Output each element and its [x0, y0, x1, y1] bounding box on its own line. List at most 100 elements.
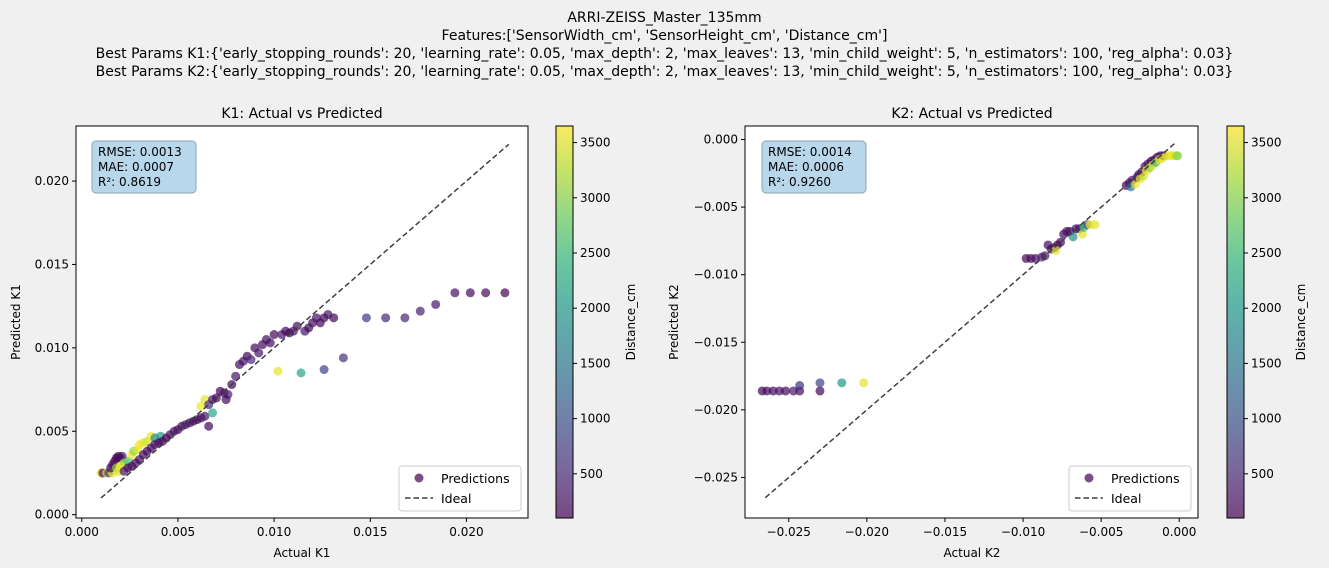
k2-colorbar-tick-label: 3000 — [1251, 191, 1282, 205]
k2-x-tick-label: −0.010 — [1001, 525, 1045, 539]
k2-data-point — [1051, 245, 1061, 255]
k1-colorbar-gradient — [555, 125, 574, 519]
k1-scatter-panel: K1: Actual vs Predicted 0.000 0.005 0.010 0… — [9, 106, 638, 560]
k2-data-point — [762, 386, 772, 396]
k2-rmse-text: RMSE: 0.0014 — [768, 145, 852, 159]
k1-colorbar-tick-label: 500 — [580, 467, 603, 481]
k2-colorbar-tick-label: 3500 — [1251, 136, 1282, 150]
k2-data-point — [1090, 220, 1100, 230]
k2-data-point — [837, 378, 847, 388]
k1-data-point — [208, 408, 218, 418]
k1-colorbar-tick-label: 1500 — [580, 356, 611, 370]
k1-stats-box: RMSE: 0.0013 MAE: 0.0007 R²: 0.8619 — [91, 140, 197, 194]
k1-mae-text: MAE: 0.0007 — [98, 160, 174, 174]
k1-colorbar-tick-label: 2500 — [580, 246, 611, 260]
k2-data-point — [788, 386, 798, 396]
k2-legend: Predictions Ideal — [1068, 465, 1192, 512]
k1-data-point — [338, 353, 348, 363]
k1-x-tick-label: 0.015 — [353, 525, 387, 539]
k2-colorbar-gradient — [1226, 125, 1245, 519]
k2-x-tick-label: −0.020 — [845, 525, 889, 539]
figure-title: ARRI-ZEISS_Master_135mm Features:['Senso… — [96, 10, 1234, 80]
k1-data-point — [415, 306, 425, 316]
k2-colorbar-ticks: 500 1000 1500 2000 2500 3000 3500 — [1244, 136, 1282, 481]
k2-colorbar-tick-label: 2000 — [1251, 301, 1282, 315]
k1-data-point — [254, 348, 264, 358]
k2-colorbar-tick-label: 1500 — [1251, 356, 1282, 370]
k2-x-tick-label: −0.025 — [767, 525, 811, 539]
k1-x-tick-label: 0.020 — [449, 525, 483, 539]
k2-colorbar: 500 1000 1500 2000 2500 3000 3500 Distance_cm — [1226, 125, 1308, 519]
figure-title-line-2: Features:['SensorWidth_cm', 'SensorHeigh… — [442, 28, 888, 44]
k2-mae-text: MAE: 0.0006 — [768, 160, 844, 174]
k1-data-point — [500, 288, 510, 298]
k2-data-point — [795, 381, 805, 391]
k2-data-point — [774, 386, 784, 396]
k2-data-point — [1077, 229, 1087, 239]
k1-data-point — [319, 365, 329, 375]
k1-data-point — [481, 288, 491, 298]
k1-legend-ideal-label: Ideal — [441, 491, 471, 506]
k2-r2-text: R²: 0.9260 — [768, 175, 831, 189]
k2-x-tick-label: −0.005 — [1079, 525, 1123, 539]
k2-legend-box — [1068, 465, 1192, 512]
k1-y-ticks: 0.000 0.005 0.010 0.015 0.020 — [35, 174, 76, 522]
k1-y-axis-label: Predicted K1 — [9, 284, 23, 360]
k2-data-point — [815, 386, 825, 396]
k1-colorbar-label: Distance_cm — [624, 284, 638, 361]
k2-stats-box-bg — [761, 140, 867, 194]
k2-x-tick-label: 0.000 — [1162, 525, 1196, 539]
k2-y-ticks: −0.025 −0.020 −0.015 −0.010 −0.005 0.000 — [694, 133, 745, 484]
k1-ideal-line — [100, 143, 510, 499]
k1-data-point — [269, 330, 279, 340]
k1-legend-predictions-label: Predictions — [441, 471, 510, 486]
k2-y-tick-label: −0.015 — [694, 335, 738, 349]
k1-data-point — [450, 288, 460, 298]
k1-x-ticks: 0.000 0.005 0.010 0.015 0.020 — [65, 518, 484, 539]
k2-x-axis-label: Actual K2 — [944, 546, 1001, 560]
k1-y-tick-label: 0.005 — [35, 424, 69, 438]
k1-rmse-text: RMSE: 0.0013 — [98, 145, 182, 159]
k2-colorbar-tick-label: 1000 — [1251, 412, 1282, 426]
k1-data-point — [221, 395, 231, 405]
k2-data-point — [859, 378, 869, 388]
k1-legend-box — [398, 465, 522, 512]
k2-x-ticks: −0.025 −0.020 −0.015 −0.010 −0.005 0.000 — [767, 518, 1196, 539]
k1-data-point — [196, 401, 206, 411]
k2-legend-predictions-marker — [1084, 473, 1094, 483]
k1-data-point — [400, 313, 410, 323]
k1-data-point — [273, 366, 283, 376]
k2-x-tick-label: −0.015 — [923, 525, 967, 539]
figure-title-line-1: ARRI-ZEISS_Master_135mm — [567, 10, 761, 26]
k1-colorbar-tick-label: 3000 — [580, 191, 611, 205]
k2-axes-title: K2: Actual vs Predicted — [891, 106, 1052, 122]
k1-y-tick-label: 0.010 — [35, 341, 69, 355]
k1-data-point — [465, 288, 475, 298]
k1-data-point — [431, 299, 441, 309]
k1-x-tick-label: 0.010 — [257, 525, 291, 539]
k2-data-point — [768, 386, 778, 396]
k1-colorbar-tick-label: 2000 — [580, 301, 611, 315]
k2-ideal-line — [764, 141, 1177, 499]
k1-y-tick-label: 0.015 — [35, 257, 69, 271]
k1-y-tick-label: 0.020 — [35, 174, 69, 188]
k1-data-point — [200, 411, 210, 421]
k1-data-point — [204, 421, 214, 431]
k2-legend-ideal-label: Ideal — [1111, 491, 1141, 506]
k1-y-tick-label: 0.000 — [35, 508, 69, 522]
k1-colorbar-tick-label: 3500 — [580, 136, 611, 150]
k1-x-tick-label: 0.005 — [161, 525, 195, 539]
k2-colorbar-tick-label: 500 — [1251, 467, 1274, 481]
k1-plot-frame — [75, 125, 529, 519]
k1-data-point — [246, 355, 256, 365]
k2-colorbar-label: Distance_cm — [1294, 284, 1308, 361]
k1-data-point — [265, 338, 275, 348]
k2-y-tick-label: −0.010 — [694, 268, 738, 282]
k2-data-point — [781, 386, 791, 396]
k1-r2-text: R²: 0.8619 — [98, 175, 161, 189]
k2-data-point — [1068, 232, 1078, 242]
k1-data-point — [361, 313, 371, 323]
k1-colorbar: 500 1000 1500 2000 2500 3000 3500 Distance_cm — [555, 125, 638, 519]
k1-legend-predictions-marker — [414, 473, 424, 483]
